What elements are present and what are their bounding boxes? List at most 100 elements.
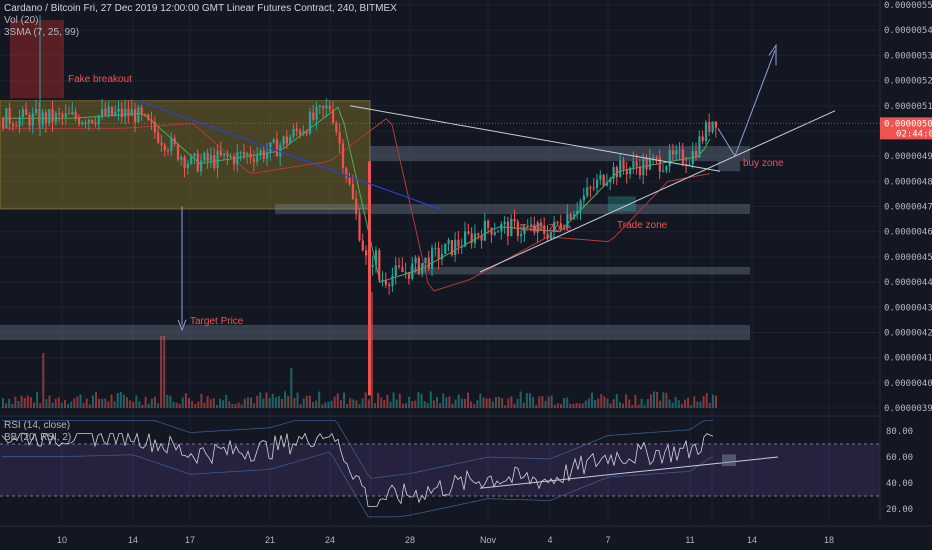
volume-bar	[327, 401, 330, 408]
volume-bar	[284, 391, 287, 408]
volume-bar	[95, 391, 97, 408]
candle-body	[279, 144, 282, 157]
volume-bar	[680, 403, 683, 408]
candle-body	[381, 279, 384, 281]
volume-bar	[277, 396, 280, 408]
candle-body	[602, 174, 605, 186]
volume-bar	[687, 397, 690, 408]
fake-breakout-box	[10, 20, 64, 99]
candle-body	[450, 240, 453, 256]
candle-body	[242, 152, 246, 156]
candle-body	[91, 119, 94, 123]
volume-bar	[126, 397, 128, 408]
volume-bar	[67, 403, 70, 408]
candle-body	[599, 174, 602, 180]
candle-body	[510, 218, 513, 237]
volume-bar	[256, 395, 259, 408]
volume-bar	[622, 403, 624, 408]
volume-bar	[470, 401, 473, 408]
candle-body	[295, 128, 298, 131]
support-resistance-zone	[410, 266, 750, 275]
candle-body	[407, 271, 411, 279]
volume-bar	[200, 393, 203, 408]
crash-candle	[368, 161, 371, 396]
candle-body	[28, 115, 31, 126]
candle-body	[239, 152, 242, 154]
candle-body	[348, 177, 351, 185]
volume-bar	[643, 404, 646, 408]
date-tick-label: Nov	[480, 535, 497, 545]
volume-bar	[153, 396, 156, 408]
candle-body	[48, 109, 51, 124]
descending-trendline-blue	[137, 100, 441, 210]
volume-bar	[395, 399, 398, 408]
candle-body	[160, 142, 163, 145]
volume-bar	[392, 392, 395, 408]
volume-bar	[591, 392, 593, 408]
candle-body	[143, 114, 147, 116]
candle-body	[596, 179, 599, 188]
volume-bar	[578, 403, 581, 408]
candle-body	[404, 271, 407, 273]
volume-bar	[367, 399, 370, 408]
candle-body	[642, 158, 645, 176]
volume-bar	[442, 393, 445, 408]
candle-body	[266, 152, 269, 159]
candle-body	[147, 114, 150, 120]
volume-bar	[36, 391, 39, 408]
candle-body	[114, 111, 117, 116]
candle-body	[421, 263, 424, 274]
volume-bar	[110, 394, 113, 408]
volume-bar	[501, 398, 504, 408]
candle-body	[668, 150, 671, 167]
volume-bar	[436, 397, 438, 408]
candle-body	[447, 240, 450, 244]
bb-indicator-label: BB (20, RSI, 2)	[4, 432, 72, 443]
candle-body	[299, 130, 302, 135]
rsi-tick-label: 60.00	[886, 453, 913, 463]
volume-bar	[343, 392, 345, 408]
volume-bar	[544, 400, 547, 408]
volume-bar	[259, 392, 262, 408]
candle-body	[130, 109, 133, 116]
volume-bar	[166, 395, 169, 408]
volume-bar	[566, 397, 569, 408]
candle-body	[8, 108, 11, 124]
candle-body	[332, 109, 335, 123]
volume-bar	[702, 396, 705, 408]
candle-body	[81, 122, 84, 125]
chart-annotation: Fake breakout	[68, 74, 132, 85]
candle-body	[493, 232, 496, 235]
volume-bar	[8, 398, 11, 408]
candle-body	[127, 108, 130, 116]
candle-body	[572, 214, 576, 220]
volume-bar	[206, 396, 209, 408]
volume-bar	[290, 368, 293, 408]
candle-body	[645, 158, 648, 170]
volume-bar	[135, 395, 138, 408]
candle-body	[629, 167, 632, 175]
candle-body	[559, 223, 562, 229]
volume-bar	[14, 396, 17, 408]
volume-bar	[711, 394, 714, 408]
candle-body	[322, 105, 325, 109]
volume-bar	[240, 404, 243, 408]
candle-body	[206, 153, 209, 161]
volume-bar	[281, 398, 283, 408]
candle-body	[417, 257, 420, 274]
volume-bar	[584, 400, 587, 408]
volume-bar	[172, 401, 175, 408]
candle-body	[586, 187, 589, 196]
rsi-zone-box	[722, 454, 736, 467]
volume-bar	[541, 396, 544, 408]
candle-body	[236, 152, 239, 165]
sma-line	[2, 118, 711, 292]
candle-body	[213, 155, 216, 169]
volume-bar	[234, 403, 237, 408]
candle-body	[487, 220, 490, 228]
candle-body	[308, 112, 312, 134]
volume-bar	[519, 391, 522, 408]
